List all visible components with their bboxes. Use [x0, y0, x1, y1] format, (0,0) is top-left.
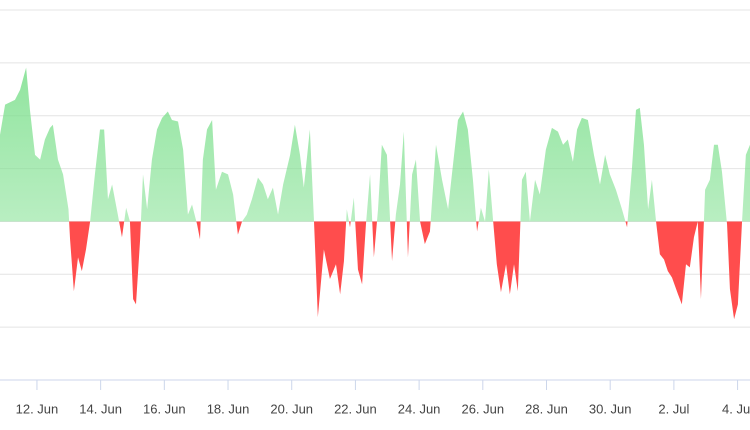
x-tick-label: 28. Jun [525, 401, 568, 416]
x-tick-label: 24. Jun [398, 401, 441, 416]
x-tick-label: 20. Jun [270, 401, 313, 416]
x-tick-label: 16. Jun [143, 401, 186, 416]
x-tick-label: 18. Jun [207, 401, 250, 416]
x-tick-label: 26. Jun [461, 401, 504, 416]
area [0, 67, 750, 320]
x-tick-label: 30. Jun [589, 401, 632, 416]
x-tick-label: 22. Jun [334, 401, 377, 416]
x-tick-label: 4. Jul [722, 401, 750, 416]
x-tick-label: 12. Jun [16, 401, 59, 416]
x-tick-label: 14. Jun [79, 401, 122, 416]
x-tick-label: 2. Jul [658, 401, 689, 416]
